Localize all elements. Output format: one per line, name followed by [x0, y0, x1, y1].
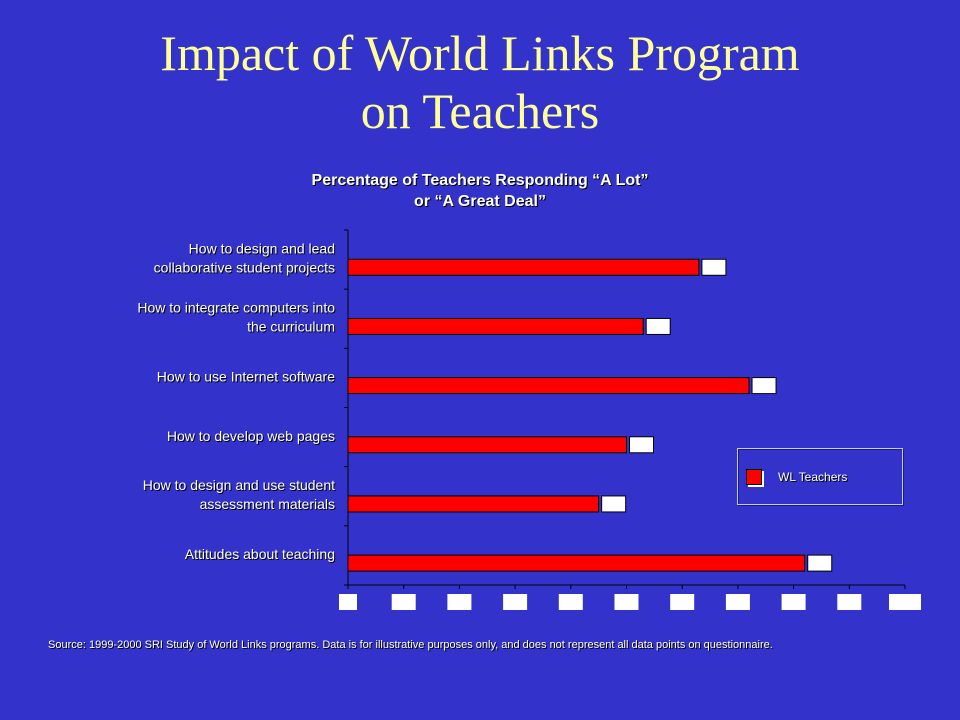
category-label-shadow: How to integrate computers into — [138, 300, 336, 316]
bar-value-label-3 — [751, 377, 777, 395]
chart-bars — [347, 258, 833, 572]
bar-6 — [347, 554, 806, 572]
bar-3 — [347, 377, 750, 395]
chart-ticks — [339, 585, 921, 610]
category-label-shadow: collaborative student projects — [155, 260, 336, 276]
x-tick-label-8 — [725, 594, 750, 610]
bar-value-label-6 — [807, 554, 833, 572]
category-label-shadow: assessment materials — [201, 497, 336, 513]
chart-title-line-2: or “A Great Deal” — [414, 193, 546, 210]
chart-title-line-1: Percentage of Teachers Responding “A Lot… — [311, 172, 649, 189]
category-label-5-line-2: assessment materials — [200, 496, 335, 512]
x-tick-label-2 — [391, 594, 416, 610]
slide-title-line-1: Impact of World Links Program — [160, 25, 800, 81]
x-tick-label-7 — [670, 594, 695, 610]
category-label-6-line-1: Attitudes about teaching — [185, 546, 335, 562]
category-label-3-line-1: How to use Internet software — [157, 369, 335, 385]
x-tick-label-9 — [781, 594, 806, 610]
source-note: Source: 1999-2000 SRI Study of World Lin… — [48, 639, 773, 651]
category-label-1-line-1: How to design and lead — [189, 240, 335, 256]
category-label-2-line-1: How to integrate computers into — [137, 299, 335, 315]
x-tick-label-4 — [503, 594, 528, 610]
category-label-shadow: How to design and use student — [144, 478, 336, 494]
x-tick-label-5 — [558, 594, 583, 610]
category-label-2-line-2: the curriculum — [247, 318, 335, 334]
x-tick-label-6 — [614, 594, 639, 610]
category-label-shadow: the curriculum — [248, 319, 336, 335]
legend-label-wl-teachers: WL Teachers — [778, 470, 848, 484]
slide-title: Impact of World Links Program on Teacher… — [0, 24, 960, 140]
chart-title: Percentage of Teachers Responding “A Lot… — [230, 170, 730, 212]
bar-value-label-5 — [601, 495, 627, 513]
category-label-5-line-1: How to design and use student — [143, 477, 335, 493]
bar-5 — [347, 495, 600, 513]
category-label-4-line-1: How to develop web pages — [167, 428, 335, 444]
category-label-shadow: How to use Internet software — [158, 370, 336, 386]
chart-category-labels: How to design and lead How to design and … — [137, 240, 336, 563]
slide-title-line-2: on Teachers — [360, 83, 600, 139]
category-label-shadow: How to design and lead — [190, 241, 336, 257]
category-label-1-line-2: collaborative student projects — [154, 259, 335, 275]
x-tick-label-10 — [837, 594, 862, 610]
bar-4 — [347, 436, 627, 454]
x-tick-label-11 — [889, 594, 921, 610]
bar-value-label-1 — [701, 258, 727, 276]
x-tick-label-1 — [339, 594, 357, 610]
chart-axes — [344, 229, 905, 586]
legend-swatch-wl-teachers — [746, 469, 762, 485]
bar-value-label-2 — [645, 317, 671, 335]
x-tick-label-3 — [447, 594, 472, 610]
category-label-shadow: Attitudes about teaching — [186, 547, 336, 563]
chart-legend: WL Teachers — [737, 448, 903, 505]
bar-1 — [347, 258, 700, 276]
bar-value-label-4 — [629, 436, 654, 454]
category-label-shadow: How to develop web pages — [168, 429, 336, 445]
bar-2 — [347, 317, 644, 335]
